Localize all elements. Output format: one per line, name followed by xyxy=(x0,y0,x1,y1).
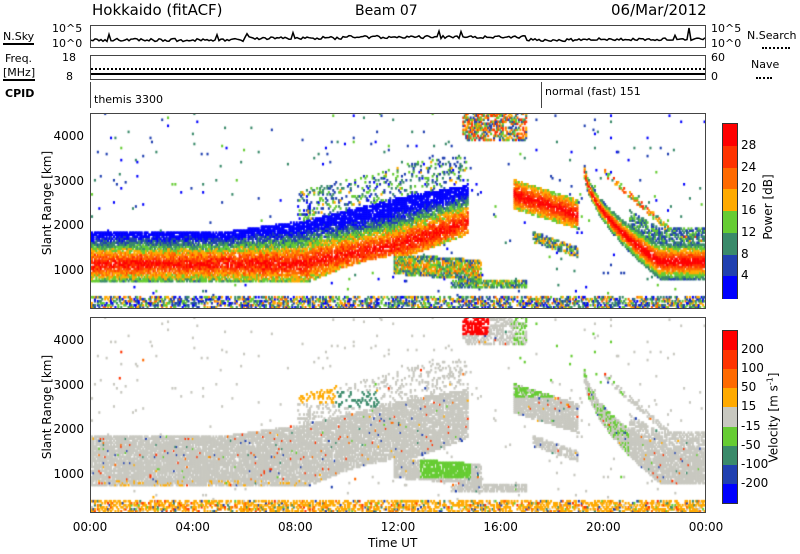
colorbar-segment xyxy=(723,254,737,277)
power-heatmap xyxy=(91,114,705,308)
colorbar-tick-label: 20 xyxy=(741,181,757,196)
nave-label: Nave xyxy=(751,58,780,71)
colorbar-segment xyxy=(723,331,737,351)
yaxis-tick-label: 2000 xyxy=(53,422,84,437)
nsky-line xyxy=(91,27,705,43)
velocity-plot xyxy=(90,317,706,513)
xaxis-tick-label: 20:00 xyxy=(586,520,621,534)
velocity-unit-exp: -1 xyxy=(765,377,775,386)
colorbar-tick-label: 4 xyxy=(741,268,749,283)
power-colorbar: 4 8 12 16 20 24 28 xyxy=(722,123,756,299)
nave-line xyxy=(91,68,705,70)
colorbar-segment xyxy=(723,464,737,485)
colorbar-segment xyxy=(723,388,737,408)
velocity-unit: Velocity [m s xyxy=(766,385,781,463)
nave-tick: 0 xyxy=(711,70,718,83)
cpid-label: CPID xyxy=(5,87,35,100)
colorbar-tick-label: 24 xyxy=(741,159,757,174)
colorbar-segment xyxy=(723,232,737,255)
colorbar-segment xyxy=(723,483,737,504)
colorbar-segment xyxy=(723,407,737,428)
date-title: 06/Mar/2012 xyxy=(611,1,707,19)
colorbar-segment xyxy=(723,350,737,370)
nave-legend-line xyxy=(756,77,772,79)
xaxis-tick-label: 08:00 xyxy=(278,520,313,534)
power-plot xyxy=(90,113,706,309)
freq-panel xyxy=(90,55,706,80)
velocity-unit-end: ] xyxy=(766,372,781,378)
colorbar-tick-label: 28 xyxy=(741,137,757,152)
cpid-segment: normal (fast) 151 xyxy=(545,85,641,98)
colorbar-tick-label: 50 xyxy=(741,380,757,395)
colorbar-segment xyxy=(723,445,737,466)
cpid-divider xyxy=(541,82,542,108)
velocity-colorbar-label: Velocity [m s-1] xyxy=(766,363,781,473)
colorbar-segment xyxy=(723,189,737,212)
nsky-tick: 10^5 xyxy=(52,22,83,35)
freq-tick: 18 xyxy=(62,51,76,64)
nsearch-tick: 10^5 xyxy=(711,22,742,35)
nave-tick: 60 xyxy=(711,51,725,64)
xaxis-label: Time UT xyxy=(368,536,418,550)
velocity-ylabel: Slant Range [km] xyxy=(40,354,54,460)
colorbar-segment xyxy=(723,124,737,147)
station-title: Hokkaido (fitACF) xyxy=(92,1,223,19)
beam-title: Beam 07 xyxy=(355,3,418,19)
cpid-divider xyxy=(90,82,91,108)
yaxis-tick-label: 2000 xyxy=(53,218,84,233)
colorbar-segment xyxy=(723,167,737,190)
colorbar-tick-label: 12 xyxy=(741,224,757,239)
colorbar-segment xyxy=(723,211,737,234)
nsearch-label: N.Search xyxy=(747,29,797,42)
xaxis-tick-label: 12:00 xyxy=(380,520,416,534)
colorbar-tick-label: 100 xyxy=(741,361,764,376)
colorbar-tick-label: 200 xyxy=(741,342,764,357)
xaxis-tick-label: 16:00 xyxy=(483,520,518,534)
colorbar-segment xyxy=(723,369,737,389)
yaxis-tick-label: 3000 xyxy=(53,173,84,188)
colorbar-segment xyxy=(723,145,737,168)
colorbar-tick-label: -15 xyxy=(741,418,761,433)
yaxis-tick-label: 1000 xyxy=(53,263,84,278)
yaxis-tick-label: 4000 xyxy=(53,332,84,347)
xaxis-tick-label: 04:00 xyxy=(175,520,210,534)
nsky-panel xyxy=(90,25,706,48)
colorbar-tick-label: 8 xyxy=(741,246,749,261)
power-ylabel: Slant Range [km] xyxy=(40,150,54,256)
colorbar-segment xyxy=(723,426,737,447)
freq-label: Freq. xyxy=(5,52,33,65)
velocity-colorbar: 200 100 50 15 -15 -50 -100 -200 xyxy=(722,330,768,504)
yaxis-tick-label: 3000 xyxy=(53,377,84,392)
yaxis-tick-label: 1000 xyxy=(53,467,84,482)
xaxis-tick-label: 00:00 xyxy=(72,520,108,534)
power-colorbar-label: Power [dB] xyxy=(761,174,775,240)
nsearch-tick: 10^0 xyxy=(711,37,742,50)
colorbar-tick-label: -50 xyxy=(741,437,761,452)
freq-tick: 8 xyxy=(66,70,73,83)
nsky-tick: 10^0 xyxy=(52,37,83,50)
colorbar-tick-label: -200 xyxy=(741,475,769,490)
nsky-label: N.Sky xyxy=(3,30,35,45)
freq-line xyxy=(91,73,705,75)
xaxis-tick-label: 00:00 xyxy=(688,520,724,534)
freq-unit-label: [MHz] xyxy=(3,66,36,81)
velocity-heatmap xyxy=(91,318,705,512)
yaxis-tick-label: 4000 xyxy=(53,128,84,143)
nsearch-legend-line xyxy=(762,47,790,49)
colorbar-tick-label: 16 xyxy=(741,203,757,217)
cpid-segment: themis 3300 xyxy=(94,93,164,106)
colorbar-tick-label: 15 xyxy=(741,399,757,414)
colorbar-tick-label: -100 xyxy=(741,456,769,471)
colorbar-segment xyxy=(723,276,737,299)
